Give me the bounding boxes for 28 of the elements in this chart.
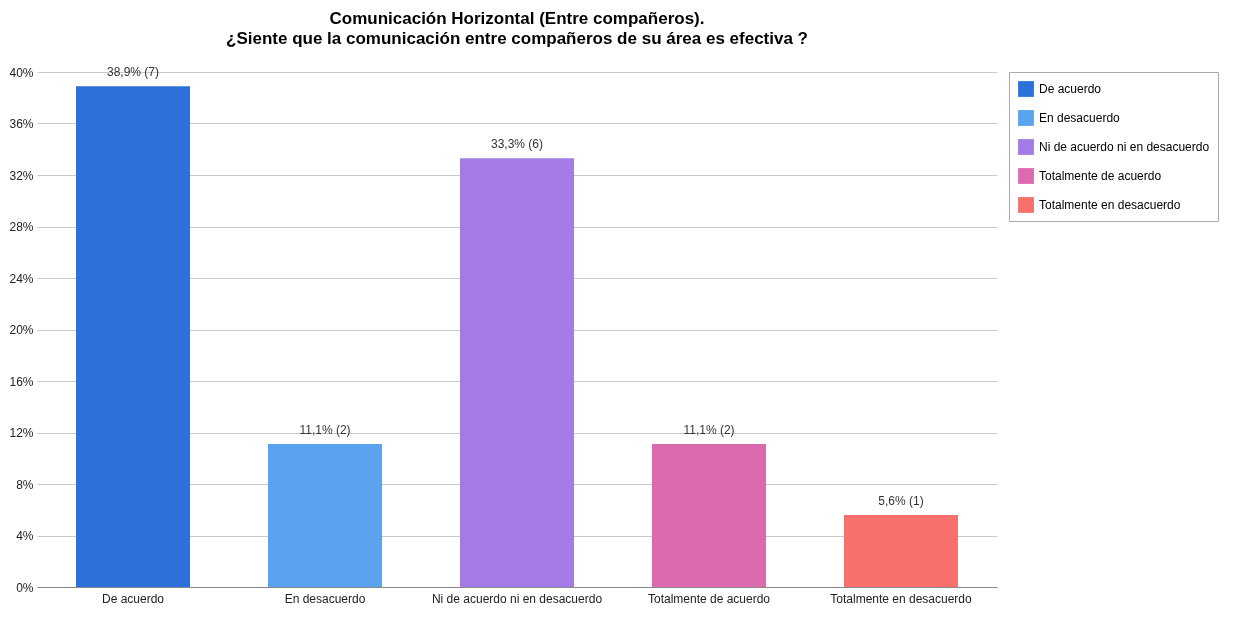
legend-label: Ni de acuerdo ni en desacuerdo xyxy=(1039,140,1210,154)
y-tick-label: 12% xyxy=(9,426,34,440)
y-tick-label: 16% xyxy=(9,374,34,389)
data-label: 33,3% (6) xyxy=(490,137,544,152)
y-tick-label: 32% xyxy=(9,168,34,183)
y-tick-label: 36% xyxy=(9,117,34,131)
chart-subtitle: ¿Siente que la comunicación entre compañeros de su área es efectiva ? xyxy=(226,29,808,48)
legend-label: En desacuerdo xyxy=(1039,111,1121,125)
data-label: 11,1% (2) xyxy=(683,423,735,438)
y-tick-label: 8% xyxy=(16,477,34,492)
data-label: 38,9% (7) xyxy=(106,65,160,80)
legend-label: Totalmente en desacuerdo xyxy=(1039,198,1181,212)
y-tick-label: 0% xyxy=(16,580,34,595)
data-label: 11,1% (2) xyxy=(299,423,351,438)
y-tick-label: 24% xyxy=(9,271,34,286)
x-tick-label: Totalmente en desacuerdo xyxy=(830,591,973,606)
legend-label: De acuerdo xyxy=(1039,82,1102,96)
x-tick-label: En desacuerdo xyxy=(284,591,366,606)
y-tick-label: 4% xyxy=(16,529,34,543)
y-tick-label: 28% xyxy=(9,220,34,234)
data-label: 5,6% (1) xyxy=(878,493,924,508)
y-tick-label: 20% xyxy=(9,323,34,337)
x-tick-label: De acuerdo xyxy=(101,591,165,606)
x-tick-label: Ni de acuerdo ni en desacuerdo xyxy=(431,591,603,606)
chart-title: Comunicación Horizontal (Entre compañeros). xyxy=(329,9,705,28)
legend-label: Totalmente de acuerdo xyxy=(1039,169,1162,183)
x-tick-label: Totalmente de acuerdo xyxy=(647,591,771,606)
y-tick-label: 40% xyxy=(9,65,34,80)
